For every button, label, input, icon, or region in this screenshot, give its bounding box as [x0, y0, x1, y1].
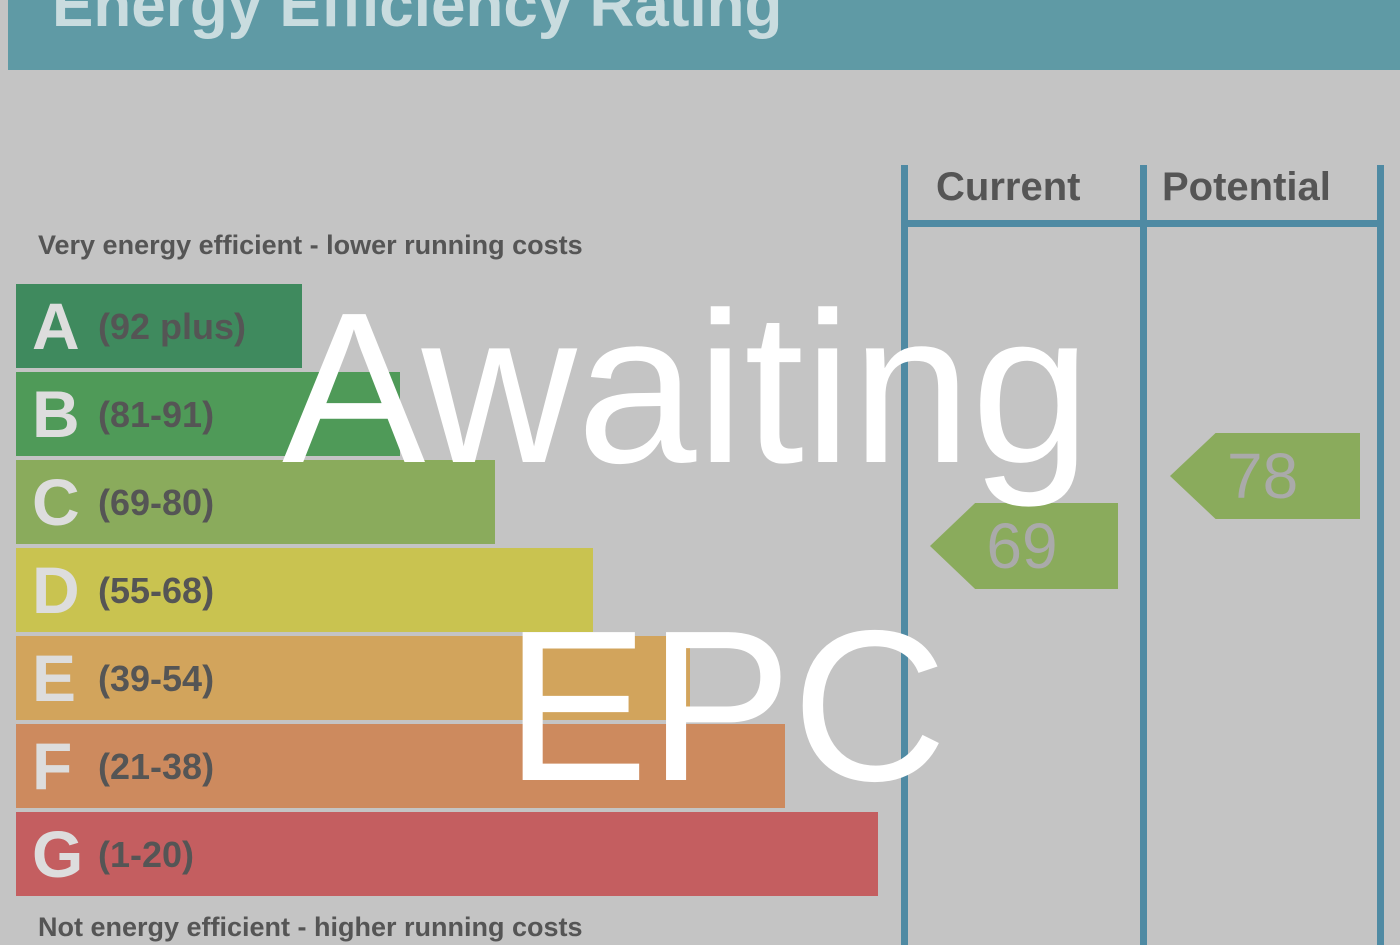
- band-range: (21-38): [98, 746, 215, 787]
- band-letter: B: [32, 377, 80, 451]
- current-rating-arrow: 69: [930, 503, 1118, 589]
- header-divider: [904, 220, 1384, 227]
- band-range: (69-80): [98, 482, 215, 523]
- band-letter: G: [32, 817, 84, 891]
- overlay-awaiting: Awaiting: [282, 267, 1091, 508]
- rating-band-d: D (55-68): [16, 548, 593, 632]
- band-letter: A: [32, 289, 80, 363]
- current-rating-value: 69: [986, 510, 1058, 582]
- band-range: (92 plus): [98, 306, 247, 347]
- bottom-caption: Not energy efficient - higher running co…: [38, 912, 583, 942]
- column-divider: [1377, 165, 1384, 945]
- column-divider: [901, 165, 908, 945]
- title-bar: [8, 0, 1400, 70]
- current-header: Current: [936, 165, 1081, 209]
- potential-header: Potential: [1162, 165, 1331, 209]
- rating-band-c: C (69-80): [16, 460, 495, 544]
- band-range: (55-68): [98, 570, 215, 611]
- band-letter: E: [32, 641, 77, 715]
- potential-rating-arrow: 78: [1170, 433, 1360, 519]
- band-range: (81-91): [98, 394, 215, 435]
- rating-band-a: A (92 plus): [16, 284, 302, 368]
- rating-band-f: F (21-38): [16, 724, 785, 808]
- top-caption: Very energy efficient - lower running co…: [38, 230, 583, 260]
- band-letter: F: [32, 729, 73, 803]
- chart-title: Energy Efficiency Rating: [52, 0, 783, 40]
- band-letter: C: [32, 465, 80, 539]
- overlay-epc: EPC: [505, 585, 948, 826]
- rating-band-g: G (1-20): [16, 812, 878, 896]
- band-range: (1-20): [98, 834, 195, 875]
- potential-rating-value: 78: [1227, 440, 1299, 512]
- column-divider: [1140, 165, 1147, 945]
- rating-band-e: E (39-54): [16, 636, 690, 720]
- band-range: (39-54): [98, 658, 215, 699]
- band-letter: D: [32, 553, 80, 627]
- rating-band-b: B (81-91): [16, 372, 400, 456]
